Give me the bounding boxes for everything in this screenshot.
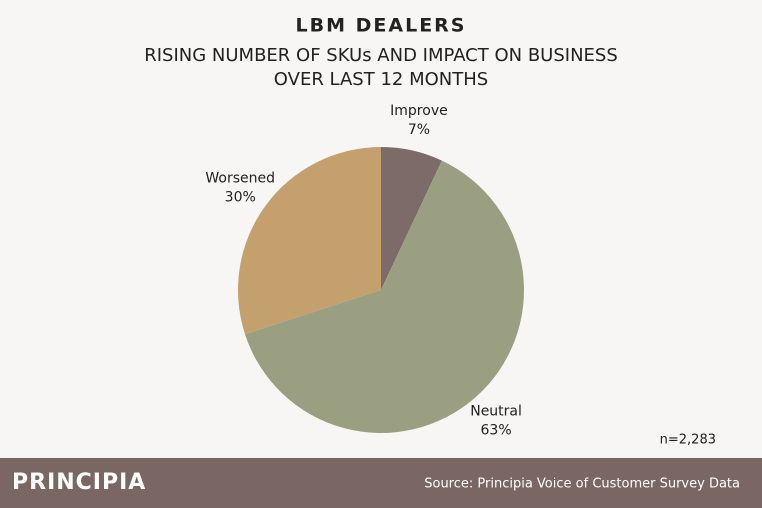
slice-value-label: 7%: [408, 122, 430, 138]
pie-slice: [244, 160, 524, 433]
slice-value-label: 30%: [225, 190, 256, 206]
pie-slice: [381, 147, 442, 290]
slice-label: Worsened: [205, 171, 275, 187]
chart-subtitle: RISING NUMBER OF SKUs AND IMPACT ON BUSI…: [144, 45, 618, 66]
chart-subtitle: OVER LAST 12 MONTHS: [274, 69, 488, 90]
pie-slice: [238, 147, 381, 335]
slice-label: Neutral: [470, 404, 522, 420]
slice-value-label: 63%: [481, 423, 512, 439]
slice-label: Improve: [390, 103, 448, 119]
brand: PRINCIPIA: [12, 470, 146, 495]
chart-title: LBM DEALERS: [296, 15, 467, 37]
sample-note: n=2,283: [660, 433, 716, 448]
footer-bar: [0, 458, 762, 508]
source: Source: Principia Voice of Customer Surv…: [424, 477, 740, 492]
